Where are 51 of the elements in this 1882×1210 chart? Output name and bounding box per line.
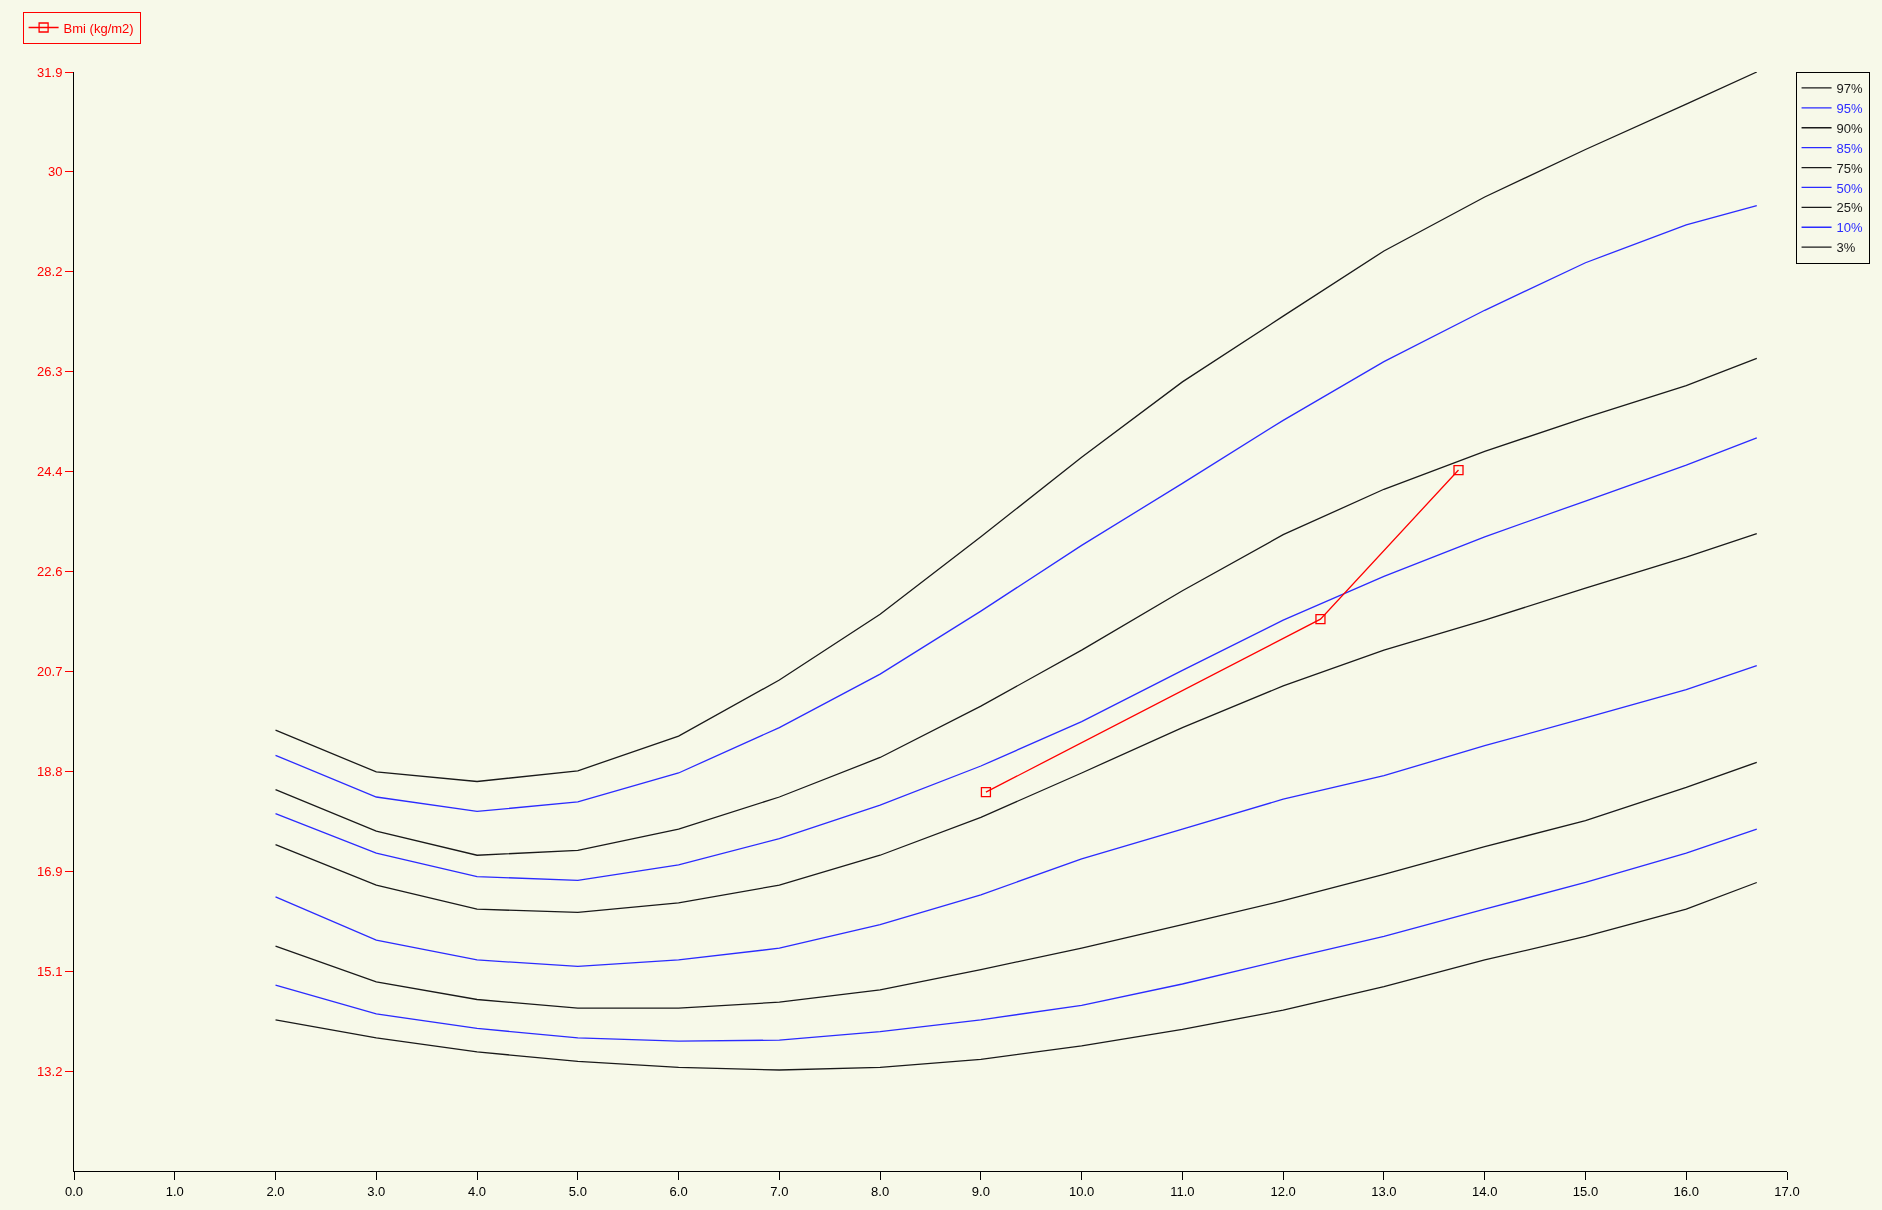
legend-label: 10% [1836, 220, 1864, 236]
x-tick-label: 7.0 [770, 1183, 789, 1199]
y-tick-label: 26.3 [37, 364, 63, 380]
y-tick-label: 31.9 [37, 64, 63, 80]
y-tick-label: 18.8 [37, 763, 63, 779]
x-tick-label: 5.0 [568, 1183, 587, 1199]
x-tick-label: 3.0 [367, 1183, 386, 1199]
x-tick-label: 16.0 [1673, 1183, 1699, 1199]
legend-label: Bmi (kg/m2) [63, 20, 134, 36]
x-tick-label: 8.0 [871, 1183, 890, 1199]
line-series [274, 664, 1758, 968]
y-tick-label: 30 [47, 164, 63, 180]
point [1315, 613, 1326, 625]
point [980, 787, 992, 798]
legend-label: 95% [1836, 100, 1864, 116]
y-tick-label: 24.4 [37, 464, 63, 480]
x-tick-label: 6.0 [669, 1183, 688, 1199]
x-tick-label: 17.0 [1774, 1183, 1800, 1199]
legend-label: 75% [1836, 160, 1864, 176]
y-tick-label: 20.7 [37, 664, 63, 679]
legend-label: 3% [1836, 240, 1856, 256]
legend-label: 25% [1836, 200, 1864, 216]
y-tick-label: 28.2 [37, 264, 63, 280]
x-tick-label: 13.0 [1371, 1183, 1397, 1199]
legend-label: 85% [1836, 140, 1864, 156]
line-series [274, 761, 1758, 1009]
point [1453, 464, 1464, 476]
y-tick-label: 13.2 [37, 1063, 63, 1079]
x-tick-label: 1.0 [165, 1183, 184, 1199]
legend-label: 90% [1836, 120, 1864, 136]
x-tick-label: 15.0 [1572, 1183, 1599, 1199]
line-series [274, 881, 1758, 1071]
x-tick-label: 12.0 [1270, 1183, 1296, 1199]
line-series [274, 72, 1758, 783]
line-series [274, 532, 1758, 914]
y-tick-label: 16.9 [37, 863, 63, 879]
line-series [274, 357, 1758, 856]
x-tick-label: 4.0 [468, 1183, 487, 1199]
legend-label: 50% [1836, 180, 1864, 196]
line-series [274, 204, 1758, 813]
y-tick-label: 22.6 [37, 564, 63, 580]
line-series [274, 437, 1758, 882]
x-tick-label: 10.0 [1068, 1183, 1095, 1199]
y-tick-label: 15.1 [37, 963, 63, 979]
x-tick-label: 11.0 [1170, 1183, 1195, 1199]
line-series [274, 828, 1758, 1042]
legend-label: 97% [1836, 81, 1864, 97]
x-tick-label: 14.0 [1472, 1183, 1498, 1199]
x-tick-label: 9.0 [971, 1183, 990, 1199]
x-tick-label: 2.0 [266, 1183, 285, 1199]
x-tick-label: 0.0 [64, 1183, 84, 1199]
